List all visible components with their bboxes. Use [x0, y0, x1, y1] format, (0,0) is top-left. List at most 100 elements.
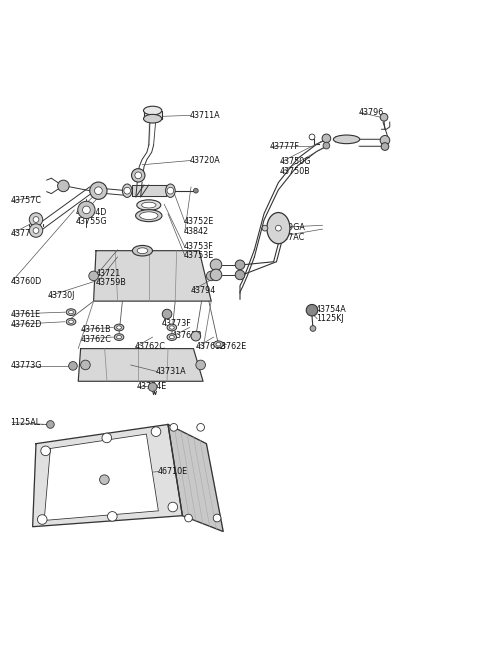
Ellipse shape	[276, 225, 281, 231]
Text: 43796: 43796	[359, 108, 384, 117]
Text: 43761B: 43761B	[81, 325, 111, 334]
Text: 46710E: 46710E	[157, 467, 188, 476]
Circle shape	[58, 180, 69, 192]
Circle shape	[151, 427, 161, 436]
Ellipse shape	[169, 335, 174, 339]
Circle shape	[69, 362, 77, 370]
Text: 1125AL: 1125AL	[11, 418, 41, 427]
Text: 43720A: 43720A	[190, 156, 220, 165]
Circle shape	[196, 360, 205, 369]
Ellipse shape	[267, 212, 290, 244]
Ellipse shape	[216, 343, 221, 346]
Circle shape	[41, 446, 50, 456]
Circle shape	[37, 515, 47, 524]
Circle shape	[380, 136, 390, 145]
Ellipse shape	[136, 210, 162, 221]
Ellipse shape	[122, 184, 132, 197]
Text: 43762C: 43762C	[81, 335, 111, 343]
Circle shape	[167, 187, 174, 194]
Polygon shape	[78, 348, 203, 381]
Text: 43762C: 43762C	[134, 342, 165, 351]
Polygon shape	[132, 185, 166, 196]
Circle shape	[191, 331, 201, 341]
Circle shape	[95, 187, 102, 195]
Text: 43757C: 43757C	[11, 196, 42, 205]
Circle shape	[323, 142, 330, 149]
Ellipse shape	[117, 326, 121, 329]
Circle shape	[47, 421, 54, 428]
Circle shape	[83, 206, 90, 214]
Circle shape	[102, 433, 111, 443]
Text: 1125KJ: 1125KJ	[316, 314, 344, 324]
Circle shape	[89, 271, 98, 281]
Text: 43761B: 43761B	[172, 331, 203, 340]
Text: 43842: 43842	[183, 227, 208, 236]
Ellipse shape	[142, 202, 156, 208]
Ellipse shape	[69, 320, 73, 324]
Ellipse shape	[262, 225, 268, 231]
Circle shape	[235, 270, 245, 280]
Text: 43730J: 43730J	[48, 291, 75, 301]
Text: 43753F: 43753F	[183, 242, 213, 252]
Ellipse shape	[144, 106, 162, 115]
Circle shape	[235, 260, 245, 270]
Circle shape	[108, 512, 117, 521]
Ellipse shape	[140, 212, 158, 219]
Text: 43762E: 43762E	[217, 342, 247, 351]
Circle shape	[197, 424, 204, 431]
Text: 1339GA: 1339GA	[274, 223, 305, 232]
Text: 43731A: 43731A	[156, 367, 187, 376]
Text: 43773F: 43773F	[161, 319, 191, 328]
Circle shape	[162, 309, 172, 319]
Circle shape	[310, 326, 316, 331]
Ellipse shape	[66, 318, 76, 325]
Ellipse shape	[69, 310, 73, 314]
Ellipse shape	[137, 248, 148, 253]
Text: 43777B: 43777B	[11, 229, 41, 238]
Circle shape	[148, 383, 157, 391]
Ellipse shape	[334, 135, 360, 143]
Polygon shape	[33, 424, 182, 527]
Circle shape	[210, 259, 222, 271]
Ellipse shape	[114, 334, 124, 341]
Text: 43762D: 43762D	[11, 320, 42, 329]
Ellipse shape	[66, 309, 76, 316]
Text: 43752E: 43752E	[183, 217, 214, 227]
Circle shape	[309, 134, 315, 140]
Circle shape	[381, 143, 389, 151]
Text: 43721: 43721	[96, 269, 121, 278]
Text: 1327AC: 1327AC	[274, 233, 305, 242]
Circle shape	[33, 217, 39, 223]
Text: 43794: 43794	[191, 286, 216, 295]
Circle shape	[206, 271, 216, 281]
Ellipse shape	[114, 324, 124, 331]
Ellipse shape	[169, 326, 174, 329]
Circle shape	[29, 224, 43, 237]
Circle shape	[100, 475, 109, 485]
Polygon shape	[44, 434, 158, 521]
Text: 43711A: 43711A	[190, 111, 220, 120]
Ellipse shape	[144, 115, 162, 123]
Text: 43761B: 43761B	[196, 342, 227, 351]
Circle shape	[322, 134, 331, 143]
Circle shape	[135, 172, 142, 179]
Circle shape	[380, 113, 388, 121]
Circle shape	[185, 514, 192, 522]
Polygon shape	[94, 251, 211, 301]
Circle shape	[193, 188, 198, 193]
Text: 43759B: 43759B	[96, 278, 127, 287]
Circle shape	[124, 187, 131, 194]
Text: 43777F: 43777F	[270, 141, 300, 151]
Circle shape	[168, 502, 178, 512]
Circle shape	[213, 514, 221, 522]
Text: 43773G: 43773G	[11, 362, 42, 370]
Circle shape	[306, 305, 318, 316]
Circle shape	[33, 228, 39, 233]
Text: 43754E: 43754E	[137, 382, 167, 390]
Ellipse shape	[214, 341, 223, 348]
Circle shape	[81, 360, 90, 369]
Bar	[144, 111, 162, 119]
Ellipse shape	[166, 184, 175, 197]
Text: 43753E: 43753E	[183, 251, 214, 260]
Circle shape	[132, 168, 145, 182]
